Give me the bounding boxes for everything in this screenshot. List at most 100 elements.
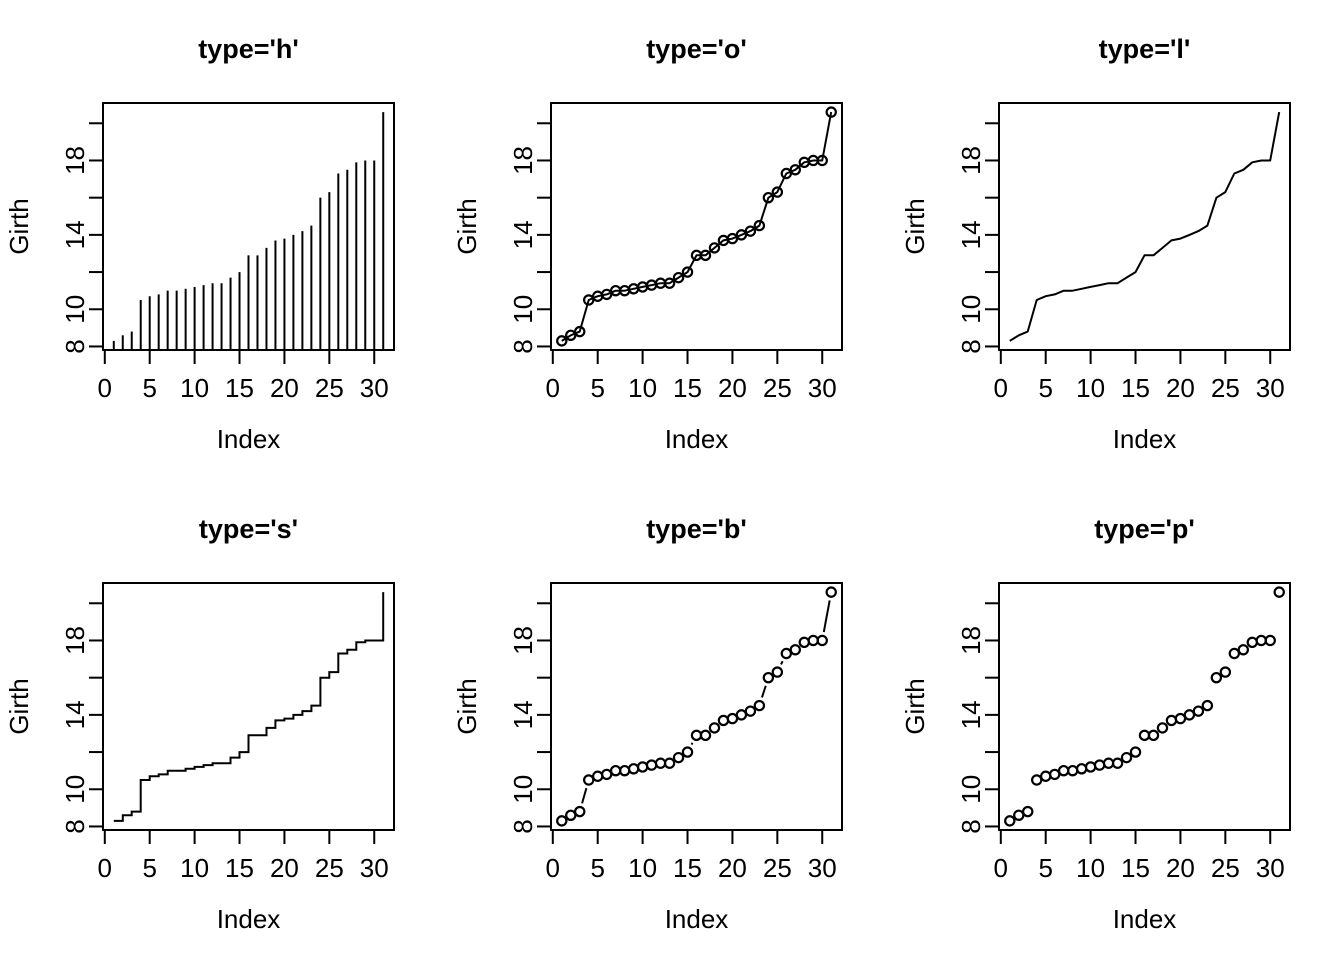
chart-type-h: type='h' 0 5 10 15 20 25 30 8 10 14 18 Index Girth xyxy=(4,34,395,454)
y-tick-label: 8 xyxy=(60,339,90,353)
data-point xyxy=(1057,764,1070,777)
y-tick-label: 10 xyxy=(60,775,90,804)
data-point xyxy=(565,329,577,342)
data-point xyxy=(1255,634,1267,647)
y-tick-label: 18 xyxy=(956,146,986,175)
data-segment xyxy=(761,685,767,698)
data-point xyxy=(1066,764,1079,777)
y-tick-label: 18 xyxy=(60,146,90,175)
data-point xyxy=(654,757,667,769)
data-point xyxy=(1273,586,1285,598)
data-point xyxy=(583,294,595,306)
x-tick-label: 0 xyxy=(994,373,1008,403)
plot-box xyxy=(998,102,1291,351)
x-tick-label: 5 xyxy=(590,373,604,403)
x-tick-label: 25 xyxy=(315,853,344,883)
y-tick-label: 18 xyxy=(60,626,90,655)
data-point xyxy=(1264,634,1276,647)
data-point xyxy=(1138,729,1151,742)
data-point xyxy=(825,586,837,598)
panel-type-o: type='o' 0 5 10 15 20 25 30 8 10 14 18 Index Girth xyxy=(448,0,896,480)
y-axis-label: Girth xyxy=(4,678,34,734)
chart-type-p: type='p' 0 5 10 15 20 25 30 8 10 14 18 Index Girth xyxy=(900,514,1291,934)
x-tick-label: 20 xyxy=(1166,373,1195,403)
y-tick-label: 10 xyxy=(956,295,986,324)
y-tick-label: 14 xyxy=(956,700,986,729)
data-segment xyxy=(822,600,831,633)
chart-type-s: type='s' 0 5 10 15 20 25 30 8 10 14 18 Index Girth xyxy=(4,514,395,934)
data-point xyxy=(1156,722,1169,734)
data-point xyxy=(1165,714,1178,727)
plot-box xyxy=(998,582,1291,831)
data-line xyxy=(561,111,833,342)
x-tick-label: 0 xyxy=(98,373,112,403)
data-point xyxy=(1201,699,1214,712)
x-tick-label: 0 xyxy=(98,853,112,883)
data-point xyxy=(690,729,703,742)
y-tick-label: 8 xyxy=(956,339,986,353)
x-tick-label: 10 xyxy=(1076,373,1105,403)
data-point xyxy=(1210,671,1223,684)
data-point xyxy=(816,154,828,167)
y-tick-label: 8 xyxy=(508,339,538,353)
data-point xyxy=(663,757,676,769)
y-tick-label: 10 xyxy=(508,775,538,804)
data-point xyxy=(574,325,586,338)
data-point xyxy=(1075,763,1088,775)
panel-title: type='s' xyxy=(199,514,298,544)
x-tick-label: 10 xyxy=(180,853,209,883)
data-point xyxy=(789,644,801,656)
x-tick-label: 30 xyxy=(808,373,837,403)
data-point xyxy=(681,266,694,278)
panel-type-b: type='b' 0 5 10 15 20 25 30 8 10 14 18 Index Girth xyxy=(448,480,896,960)
data-point xyxy=(592,770,604,782)
data-point xyxy=(816,634,828,647)
data-point xyxy=(1022,805,1034,818)
data-point xyxy=(699,729,712,742)
data-point xyxy=(762,671,775,684)
data-point xyxy=(672,271,685,284)
data-point xyxy=(708,242,721,254)
data-point xyxy=(789,164,801,176)
data-point xyxy=(726,712,739,725)
data-point xyxy=(1129,746,1142,758)
data-point xyxy=(681,746,694,758)
x-tick-label: 30 xyxy=(1256,373,1285,403)
x-tick-label: 20 xyxy=(1166,853,1195,883)
data-point xyxy=(1120,751,1133,764)
x-tick-label: 0 xyxy=(546,853,560,883)
x-tick-label: 20 xyxy=(270,373,299,403)
plot-box xyxy=(550,102,843,351)
x-tick-label: 15 xyxy=(673,853,702,883)
data-point xyxy=(1174,712,1187,725)
data-point xyxy=(780,647,793,660)
y-tick-label: 14 xyxy=(508,700,538,729)
data-point xyxy=(1093,759,1106,771)
data-point xyxy=(1040,770,1052,782)
data-point xyxy=(1031,774,1043,786)
y-tick-label: 10 xyxy=(508,295,538,324)
data-point xyxy=(771,186,784,198)
x-tick-label: 30 xyxy=(360,373,389,403)
x-tick-label: 15 xyxy=(1121,853,1150,883)
x-tick-label: 20 xyxy=(718,853,747,883)
data-point xyxy=(1246,636,1258,649)
data-point xyxy=(1084,761,1097,773)
x-tick-label: 5 xyxy=(1038,373,1052,403)
x-tick-label: 0 xyxy=(546,373,560,403)
x-tick-label: 10 xyxy=(1076,853,1105,883)
data-point xyxy=(1102,757,1115,769)
x-tick-label: 25 xyxy=(1211,373,1240,403)
data-point xyxy=(556,335,568,347)
y-tick-label: 18 xyxy=(508,626,538,655)
data-point xyxy=(807,634,819,647)
x-tick-label: 25 xyxy=(763,373,792,403)
x-tick-label: 15 xyxy=(1121,373,1150,403)
data-point xyxy=(762,191,775,204)
x-tick-label: 25 xyxy=(1211,853,1240,883)
data-steps xyxy=(113,592,385,822)
data-point xyxy=(618,764,631,777)
chart-type-l: type='l' 0 5 10 15 20 25 30 8 10 14 18 Index Girth xyxy=(900,34,1291,454)
x-tick-label: 0 xyxy=(994,853,1008,883)
x-tick-label: 10 xyxy=(628,853,657,883)
